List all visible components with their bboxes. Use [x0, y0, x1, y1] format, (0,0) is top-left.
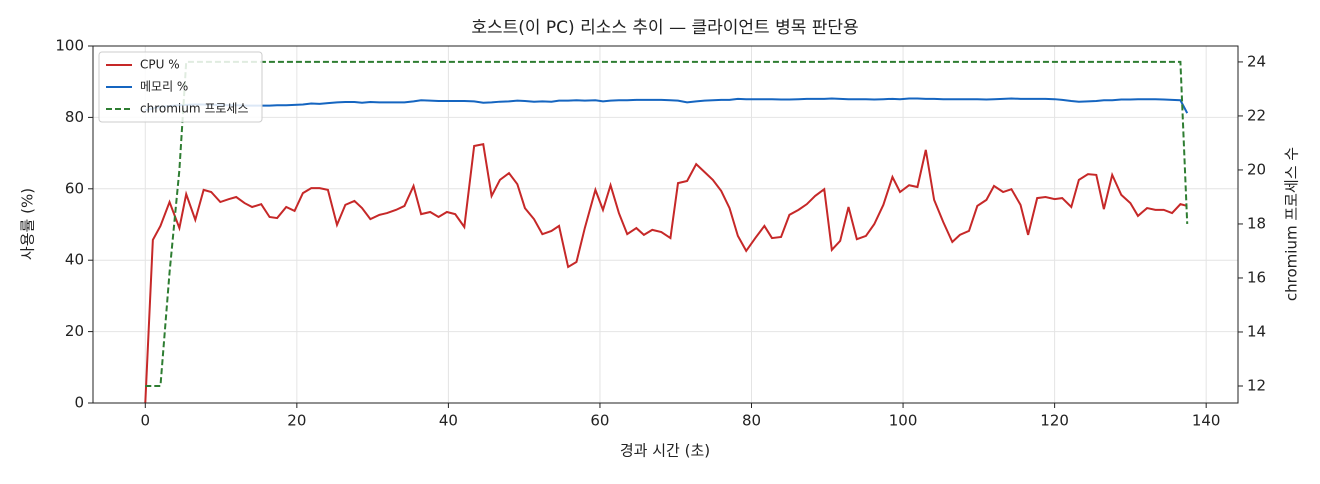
y2-tick-label: 22	[1247, 106, 1266, 124]
series-line	[145, 60, 1189, 387]
x-axis-label: 경과 시간 (초)	[620, 442, 710, 460]
y-tick-label: 100	[55, 37, 84, 55]
legend-label: CPU %	[140, 58, 180, 72]
y-tick-label: 40	[65, 251, 84, 269]
y2-axis-label: chromium 프로세스 수	[1283, 147, 1301, 301]
y2-tick-label: 16	[1247, 268, 1266, 286]
x-tick-label: 0	[141, 412, 151, 430]
y-tick-label: 60	[65, 179, 84, 197]
x-tick-label: 80	[742, 412, 761, 430]
x-tick-label: 140	[1192, 412, 1221, 430]
y-tick-label: 20	[65, 322, 84, 340]
x-tick-label: 40	[439, 412, 458, 430]
y2-tick-label: 14	[1247, 322, 1266, 340]
series-line	[145, 97, 1189, 114]
plot-frame	[92, 45, 1239, 404]
y2-tick-label: 20	[1247, 160, 1266, 178]
x-tick-label: 100	[889, 412, 918, 430]
y2-tick-label: 24	[1247, 52, 1266, 70]
y-axis-label: 사용률 (%)	[19, 188, 37, 260]
legend-label: chromium 프로세스	[140, 102, 249, 116]
series-line	[144, 142, 1188, 404]
x-tick-label: 20	[287, 412, 306, 430]
y-tick-label: 0	[74, 394, 84, 412]
x-tick-label: 60	[590, 412, 609, 430]
legend-box	[98, 51, 263, 123]
y-tick-label: 80	[65, 108, 84, 126]
chart-title: 호스트(이 PC) 리소스 추이 — 클라이언트 병목 판단용	[471, 18, 858, 38]
legend-label: 메모리 %	[140, 80, 188, 94]
y2-tick-label: 12	[1247, 376, 1266, 394]
x-tick-label: 120	[1040, 412, 1069, 430]
y2-tick-label: 18	[1247, 214, 1266, 232]
